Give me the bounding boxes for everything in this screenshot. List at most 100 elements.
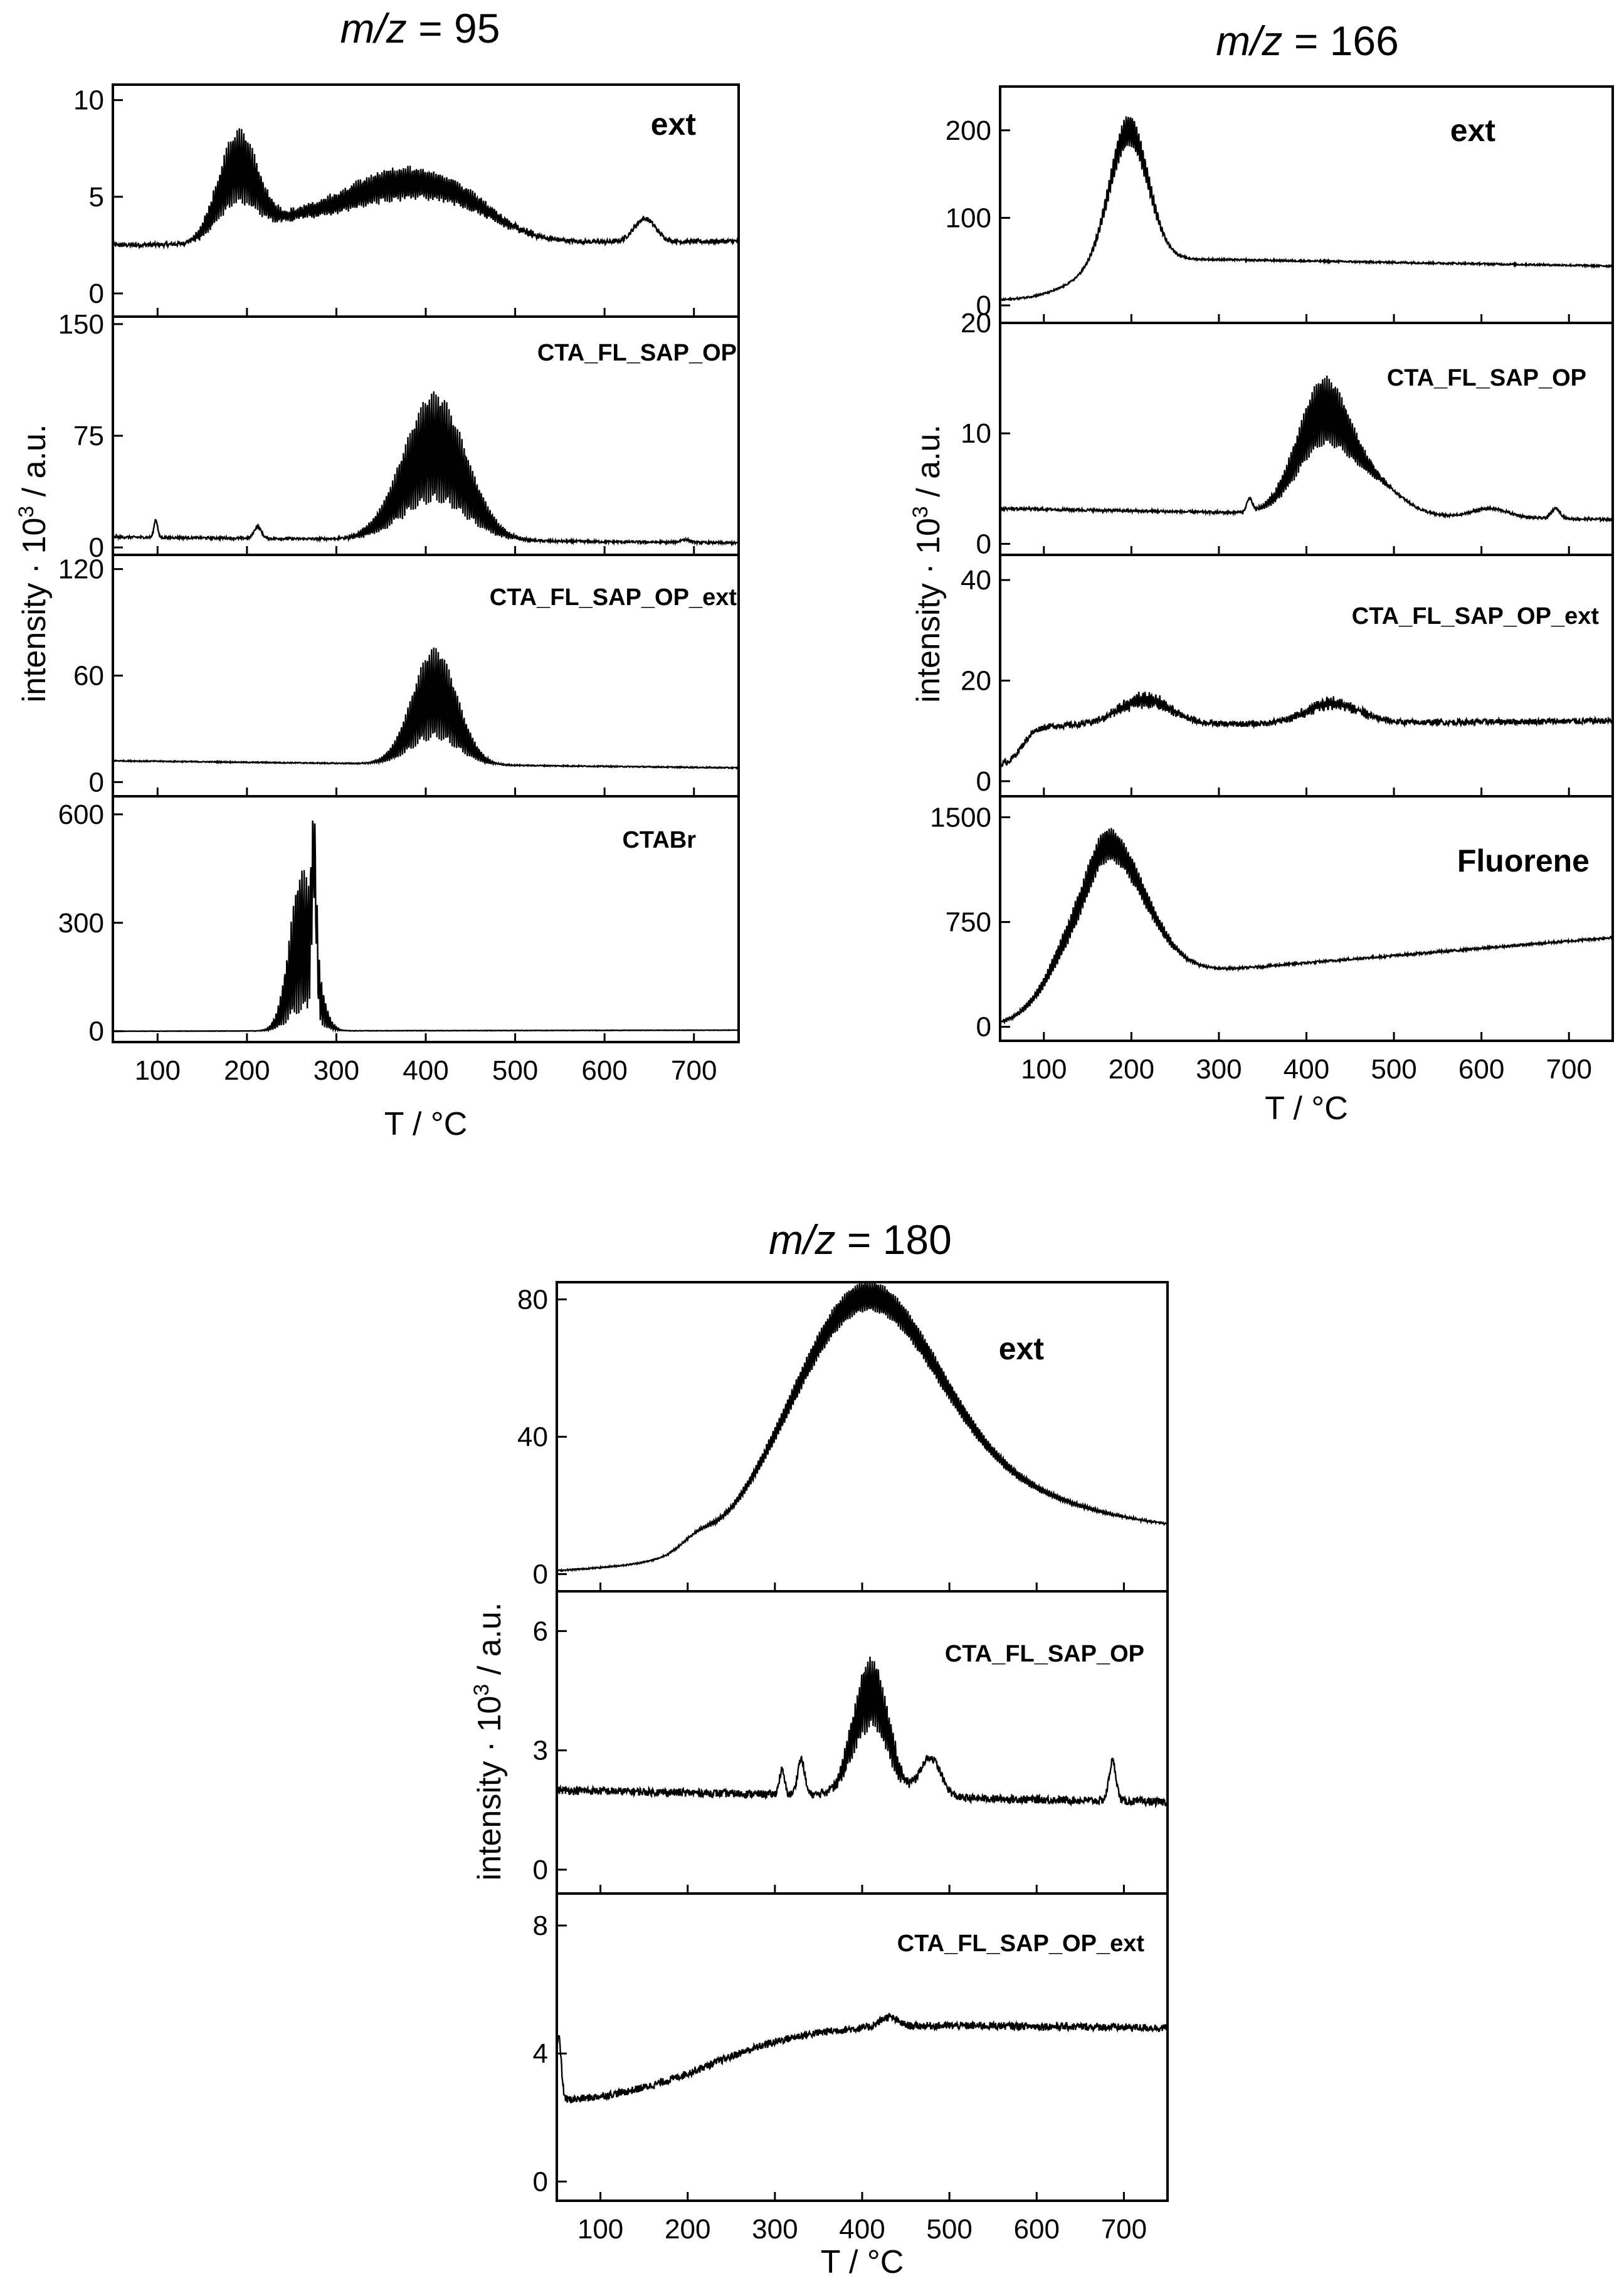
y-tick-label: 0 — [89, 767, 104, 798]
y-tick-label: 120 — [58, 554, 104, 585]
x-tick-label: 600 — [1014, 2214, 1060, 2245]
y-tick-label: 40 — [517, 1422, 548, 1453]
y-tick-label: 150 — [58, 309, 104, 340]
chart-2: m/z = 166 T / °C intensity · 103 / a.u. 0 10… — [909, 18, 1614, 1127]
y-tick-label: 0 — [976, 529, 991, 559]
x-axis-label: T / °C — [1265, 1090, 1348, 1127]
y-axis-label: intensity · 103 / a.u. — [909, 424, 947, 703]
series-line — [112, 391, 739, 547]
y-tick-label: 0 — [976, 1012, 991, 1043]
x-tick-label: 300 — [314, 1055, 359, 1086]
y-tick-label: 5 — [89, 182, 104, 213]
x-tick-label: 100 — [577, 2214, 623, 2245]
x-tick-label: 500 — [1371, 1054, 1416, 1085]
y-tick-label: 750 — [946, 907, 991, 938]
y-tick-label: 10 — [73, 85, 104, 116]
y-tick-label: 100 — [946, 203, 991, 233]
panel-label: CTABr — [622, 827, 696, 853]
y-tick-label: 0 — [533, 2166, 548, 2197]
panel-label: ext — [999, 1331, 1045, 1366]
chart-title: m/z = 95 — [340, 5, 500, 51]
x-tick-label: 500 — [492, 1055, 538, 1086]
y-tick-label: 10 — [961, 418, 991, 449]
panel-label: Fluorene — [1457, 843, 1590, 878]
y-tick-label: 0 — [976, 766, 991, 797]
x-tick-label: 400 — [1284, 1054, 1329, 1085]
panel-frame — [999, 554, 1614, 798]
y-tick-label: 6 — [533, 1616, 548, 1646]
series-line — [112, 128, 739, 250]
panel-label: CTA_FL_SAP_OP_ext — [1352, 603, 1600, 630]
x-tick-label: 100 — [1021, 1054, 1067, 1085]
series-line — [112, 820, 739, 1033]
y-tick-label: 40 — [961, 565, 991, 596]
panel-label: CTA_FL_SAP_OP — [537, 340, 737, 366]
x-tick-label: 200 — [224, 1055, 270, 1086]
y-tick-label: 4 — [533, 2038, 548, 2069]
series-line — [556, 1657, 1169, 1809]
y-tick-label: 20 — [961, 666, 991, 697]
y-tick-label: 20 — [961, 308, 991, 339]
panel-cta-fl-sap-op-ext: 0 60 120 CTA_FL_SAP_OP_ext — [58, 554, 740, 798]
y-tick-label: 75 — [73, 421, 104, 451]
x-tick-label: 600 — [581, 1055, 627, 1086]
panel-ext: 0 40 80 ext — [517, 1281, 1169, 1593]
y-tick-label: 0 — [89, 532, 104, 563]
panel-cta-fl-sap-op: 0 75 150 CTA_FL_SAP_OP — [58, 309, 740, 563]
x-tick-label: 300 — [752, 2214, 798, 2245]
series-line — [556, 1282, 1169, 1572]
x-tick-label: 200 — [665, 2214, 710, 2245]
x-tick-label: 600 — [1458, 1054, 1504, 1085]
chart-1: m/z = 95 T / °C intensity · 103 / a.u. 0 5 10… — [14, 5, 740, 1142]
y-tick-label: 300 — [58, 908, 104, 939]
x-tick-label: 500 — [926, 2214, 972, 2245]
x-axis-label: T / °C — [821, 2244, 904, 2280]
y-axis-label: intensity · 103 / a.u. — [14, 424, 53, 703]
x-axis-label: T / °C — [384, 1106, 468, 1142]
panel-cta-fl-sap-op: 0 3 6 CTA_FL_SAP_OP — [533, 1590, 1169, 1895]
chart-title: m/z = 180 — [769, 1216, 952, 1263]
y-tick-label: 0 — [89, 1016, 104, 1047]
y-tick-label: 0 — [533, 1559, 548, 1590]
panel-label: CTA_FL_SAP_OP — [1387, 365, 1586, 391]
series-line — [999, 692, 1614, 767]
y-tick-label: 600 — [58, 799, 104, 830]
panel-ext: 0 5 10 ext — [73, 83, 740, 318]
series-line — [999, 828, 1614, 1025]
panel-cta-fl-sap-op-ext: 0 20 40 CTA_FL_SAP_OP_ext — [961, 554, 1614, 798]
x-tick-label: 200 — [1109, 1054, 1154, 1085]
y-tick-label: 0 — [976, 290, 991, 321]
x-tick-label: 400 — [403, 1055, 448, 1086]
series-line — [556, 2012, 1169, 2104]
series-line — [112, 647, 739, 770]
y-tick-label: 200 — [946, 115, 991, 146]
panel-fluorene: 0 750 1500 Fluorene — [930, 795, 1614, 1043]
series-line — [999, 116, 1614, 302]
y-axis-label: intensity · 103 / a.u. — [470, 1603, 508, 1881]
y-tick-label: 3 — [533, 1736, 548, 1766]
panel-cta-fl-sap-op-ext: 0 4 8 CTA_FL_SAP_OP_ext — [533, 1892, 1169, 2202]
x-tick-label: 700 — [1546, 1054, 1592, 1085]
y-tick-label: 0 — [533, 1855, 548, 1885]
x-tick-label: 700 — [1101, 2214, 1147, 2245]
panel-frame — [999, 795, 1614, 1042]
x-tick-label: 400 — [839, 2214, 885, 2245]
y-tick-label: 1500 — [930, 802, 991, 833]
panel-frame — [556, 1281, 1169, 1593]
y-tick-label: 0 — [89, 278, 104, 309]
y-tick-label: 8 — [533, 1910, 548, 1941]
x-tick-label: 100 — [135, 1055, 181, 1086]
panel-frame — [556, 1590, 1169, 1895]
panel-label: ext — [1450, 113, 1496, 148]
x-tick-label: 300 — [1196, 1054, 1242, 1085]
panel-label: CTA_FL_SAP_OP — [945, 1641, 1144, 1667]
panel-label: ext — [651, 107, 697, 142]
panel-ctabr: 0 300 600 CTABr — [58, 795, 740, 1047]
panel-frame — [112, 83, 740, 318]
y-tick-label: 80 — [517, 1284, 548, 1315]
panel-label: CTA_FL_SAP_OP_ext — [897, 1931, 1145, 1957]
y-tick-label: 60 — [73, 661, 104, 692]
chart-title: m/z = 166 — [1216, 18, 1399, 64]
